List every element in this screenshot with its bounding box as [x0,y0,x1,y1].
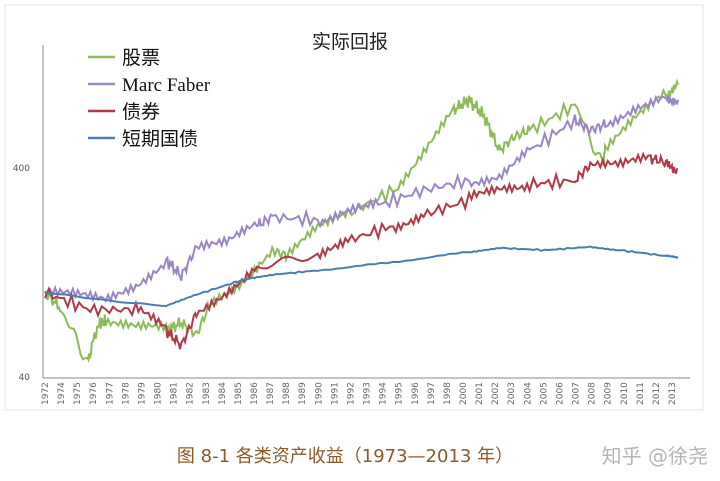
x-tick-label: 2001 [475,382,485,405]
x-tick-label: 2013 [668,382,678,405]
legend-label: 债券 [122,101,160,123]
x-tick-label: 1980 [154,382,164,405]
x-tick-label: 1981 [170,382,180,405]
x-tick-label: 2009 [604,382,614,405]
watermark: 知乎 @徐尧 [601,444,708,468]
series-line-1 [44,94,679,304]
x-tick-label: 1992 [346,382,356,405]
x-tick-label: 2003 [507,382,517,405]
x-tick-label: 1979 [137,382,147,405]
x-tick-label: 1974 [57,382,67,405]
x-tick-label: 1978 [121,382,131,405]
x-tick-label: 2008 [588,382,598,405]
x-tick-label: 2006 [555,382,565,405]
x-tick-label: 1987 [266,382,276,405]
x-tick-label: 1993 [363,382,373,405]
legend-label: Marc Faber [122,75,211,96]
x-tick-label: 1983 [202,382,212,405]
x-tick-label: 1989 [298,382,308,405]
x-tick-label: 1982 [186,382,196,405]
y-tick-label: 40 [19,373,31,383]
x-tick-label: 2004 [523,382,533,405]
x-tick-label: 1972 [41,382,51,405]
x-tick-label: 1986 [250,382,260,405]
x-tick-label: 1996 [411,382,421,405]
x-tick-label: 1975 [73,382,83,405]
x-tick-label: 1994 [379,382,389,405]
x-tick-label: 1985 [234,382,244,405]
x-tick-label: 1984 [218,382,228,405]
x-tick-label: 2012 [652,382,662,405]
x-tick-label: 1997 [427,382,437,405]
x-tick-label: 1988 [282,382,292,405]
x-tick-label: 2005 [539,382,549,405]
x-tick-label: 2011 [636,382,646,405]
x-tick-label: 1977 [105,382,115,405]
x-tick-label: 2010 [620,382,630,405]
chart-title: 实际回报 [312,31,388,53]
x-tick-label: 1990 [314,382,324,405]
series-line-2 [44,151,678,350]
x-tick-label: 2000 [459,382,469,405]
x-tick-label: 2002 [491,382,501,405]
figure-caption: 图 8-1 各类资产收益（1973—2013 年） [176,446,514,467]
x-tick-label: 1995 [395,382,405,405]
series-line-3 [44,245,679,308]
x-tick-label: 1991 [330,382,340,405]
x-tick-label: 2007 [572,382,582,405]
x-tick-label: 1998 [443,382,453,405]
legend-label: 股票 [122,48,160,69]
legend-label: 短期国债 [122,128,198,150]
x-tick-label: 1976 [89,382,99,405]
y-tick-label: 400 [13,164,30,174]
